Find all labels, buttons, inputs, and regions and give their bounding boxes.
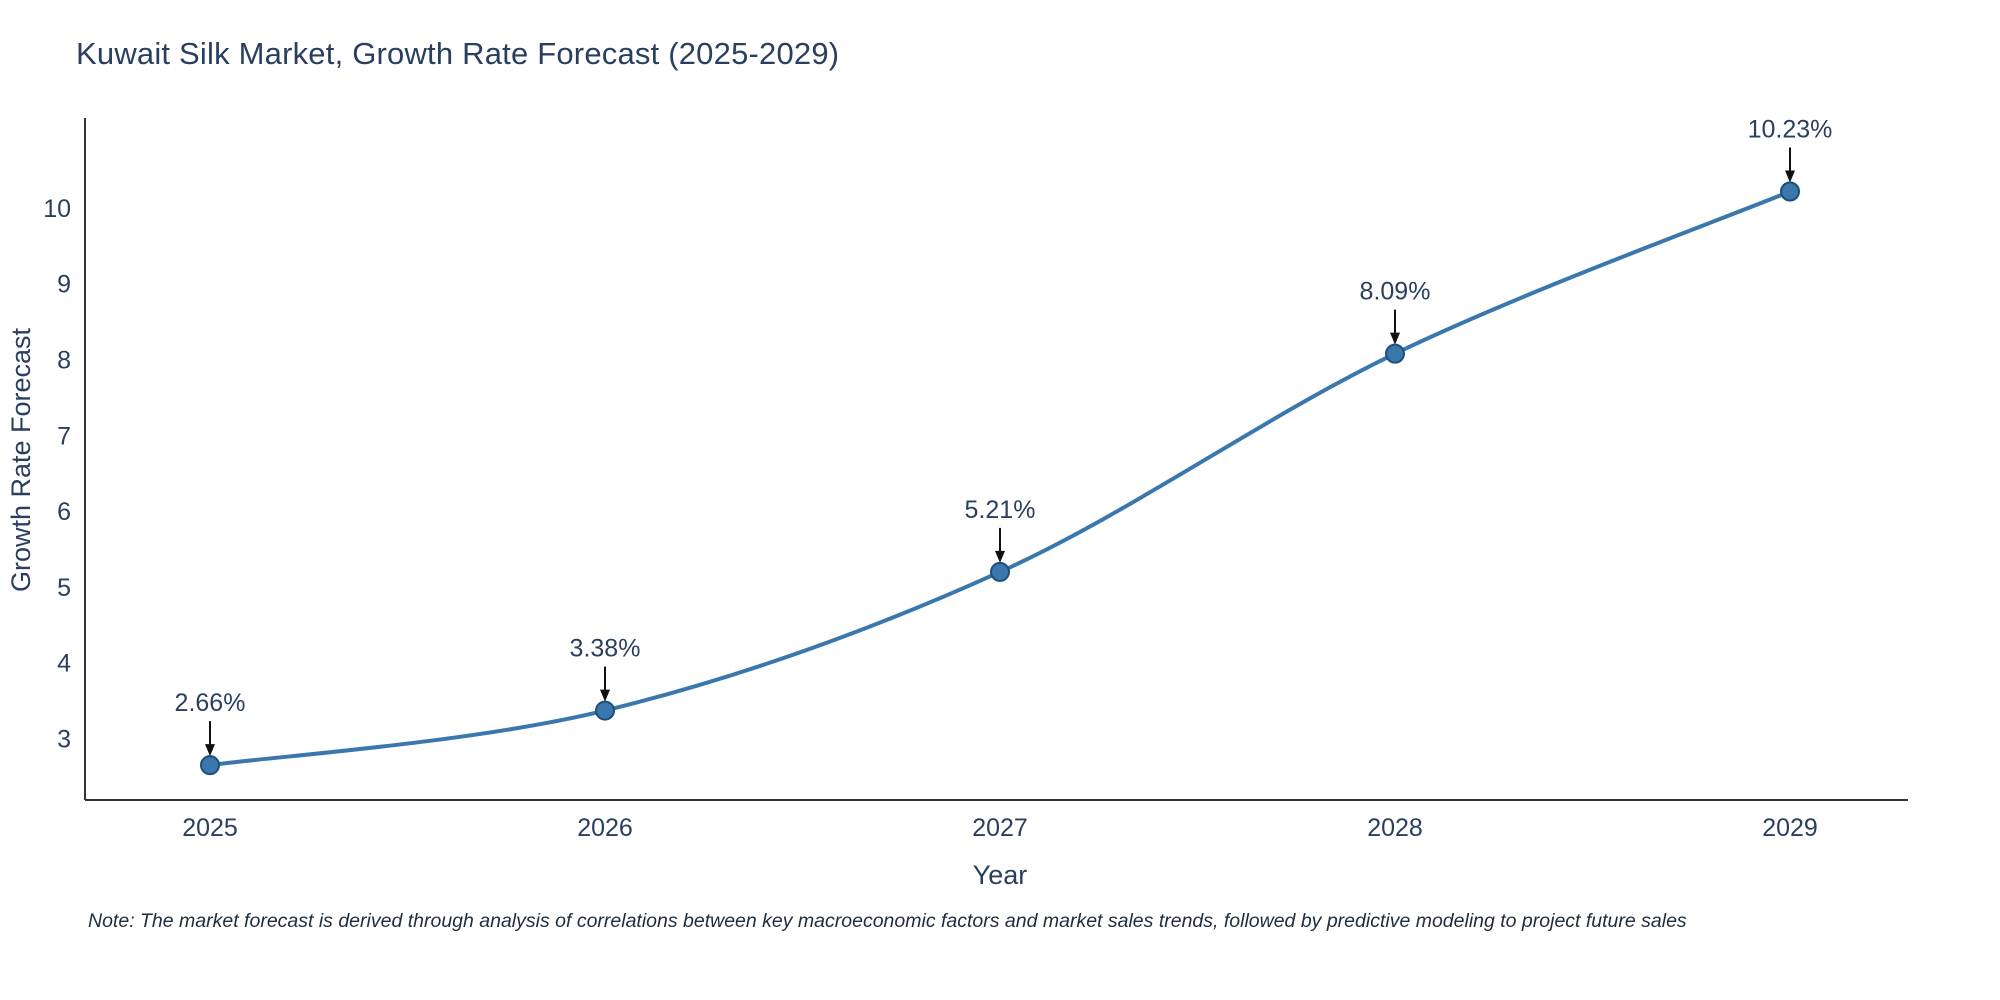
y-tick-label: 6	[57, 498, 71, 526]
x-tick-label: 2025	[182, 814, 238, 842]
data-point	[1780, 181, 1800, 202]
point-annotation-label: 5.21%	[965, 496, 1036, 524]
y-tick-label: 3	[57, 725, 71, 753]
x-tick-label: 2028	[1367, 814, 1423, 842]
data-point	[200, 755, 220, 776]
y-tick-label: 5	[57, 574, 71, 602]
x-axis-title: Year	[973, 860, 1028, 890]
annotation-arrowhead-icon	[1390, 332, 1400, 345]
data-point	[1385, 343, 1405, 364]
x-tick-label: 2026	[577, 814, 633, 842]
point-annotation-label: 3.38%	[570, 635, 641, 663]
chart-title: Kuwait Silk Market, Growth Rate Forecast…	[76, 36, 840, 71]
annotation-arrowhead-icon	[1785, 170, 1795, 183]
y-tick-label: 8	[57, 346, 71, 374]
y-tick-label: 10	[43, 195, 71, 223]
y-axis-title: Growth Rate Forecast	[6, 327, 36, 592]
point-annotation-label: 2.66%	[175, 689, 246, 717]
annotation-arrowhead-icon	[600, 689, 610, 702]
x-tick-label: 2029	[1762, 814, 1818, 842]
y-tick-label: 9	[57, 271, 71, 299]
data-point	[990, 561, 1010, 582]
x-tick-label: 2027	[972, 814, 1028, 842]
annotation-arrowhead-icon	[205, 744, 215, 757]
y-tick-label: 7	[57, 422, 71, 450]
point-annotation-label: 10.23%	[1748, 116, 1833, 144]
data-point	[595, 700, 615, 721]
chart-footnote: Note: The market forecast is derived thr…	[88, 910, 1687, 932]
y-tick-label: 4	[57, 650, 71, 678]
annotation-arrowhead-icon	[995, 550, 1005, 563]
series-line	[208, 189, 1792, 768]
plot-generated-content: 3 4 5 6 7 8 9 10 2025 2026 2027 2028 2029 2.66% 3.38% 5…	[43, 116, 1908, 842]
point-annotation-label: 8.09%	[1360, 278, 1431, 306]
